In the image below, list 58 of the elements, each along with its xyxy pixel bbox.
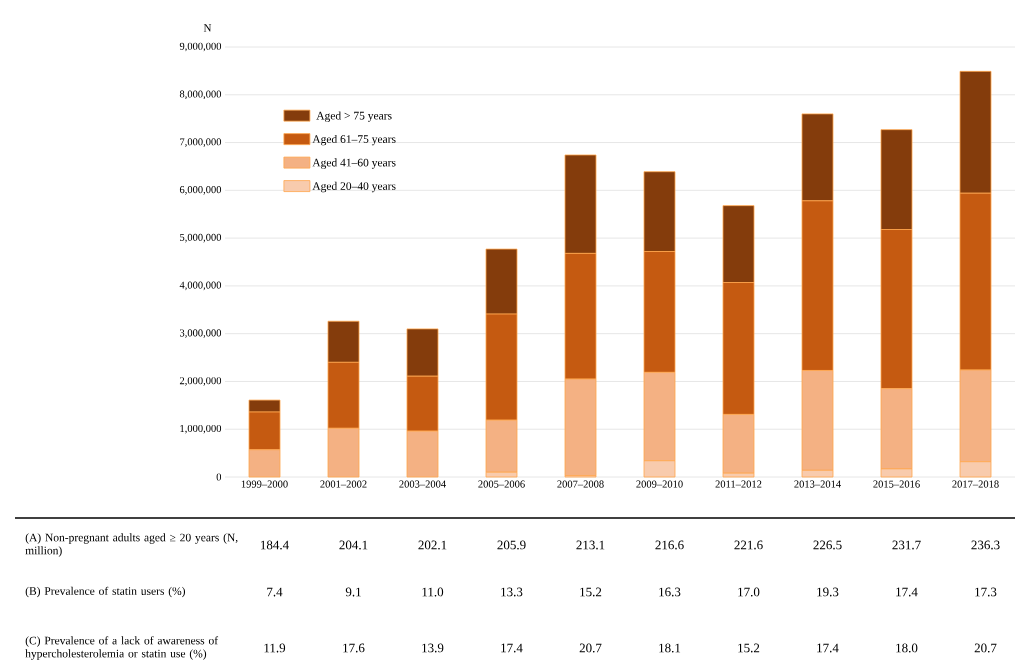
text: 9.1 [345,587,361,597]
text: 17.4 [896,587,918,597]
y-tick-label: 3,000,000 [179,329,222,338]
y-tick-label: 5,000,000 [180,233,222,243]
legend-label: Aged 41–60 years [312,158,396,169]
x-tick-label: 2007–2008 [557,480,604,488]
text: 15.2 [580,587,602,597]
text: 17.3 [975,587,997,597]
y-tick-label: 0 [216,473,222,481]
text: (A) Non-pregnant adults aged ≥ 20 years (N, million) [25,533,238,557]
y-tick-label: 9,000,000 [179,42,222,52]
text: 18.1 [659,643,681,653]
y-tick-label: 6,000,000 [179,186,222,195]
text: 18.0 [896,643,918,653]
text: 11.0 [422,587,444,597]
x-tick-label: 2001–2002 [320,480,367,488]
text: 231.7 [892,540,921,550]
text: 15.2 [738,643,760,653]
x-tick-label: 2013–2014 [794,480,841,488]
text: 184.4 [261,540,289,550]
text: 213.1 [576,540,605,550]
x-tick-label: 2017–2018 [952,480,999,488]
x-tick-label: 2015–2016 [873,480,920,488]
text: 7.4 [267,587,283,597]
text: 13.9 [422,643,444,653]
text: 20.7 [579,643,602,653]
text: 202.1 [418,540,447,550]
y-axis-title: N [203,24,212,32]
x-tick-label: 2005–2006 [478,480,525,488]
text: 17.4 [501,643,523,653]
text: 11.9 [264,643,286,653]
y-tick-label: 2,000,000 [179,377,222,386]
text: 226.5 [813,540,842,550]
text: 19.3 [817,587,839,597]
legend-label: Aged 61–75 years [312,134,396,146]
legend-label: Aged > 75 years [316,111,392,122]
text: 221.6 [734,540,763,550]
text: 17.4 [817,643,839,653]
x-tick-label: 2009–2010 [636,480,683,488]
text: 20.7 [974,643,997,653]
text: 16.3 [659,587,681,597]
text: 204.1 [339,540,368,550]
text: 205.9 [497,540,526,550]
x-tick-label: 1999–2000 [241,480,288,488]
text: 17.6 [343,643,365,653]
text: 13.3 [501,587,523,597]
text: (B) Prevalence of statin users (%) [25,586,186,598]
text: 236.3 [971,540,1000,550]
x-tick-label: 2003–2004 [399,480,446,488]
text: 17.0 [738,587,760,597]
text: (C) Prevalence of a lack of awareness of hypercholesterolemia or statin use (%) [25,636,219,660]
x-tick-label: 2011–2012 [715,480,762,488]
legend-label: Aged 20–40 years [312,181,396,193]
y-tick-label: 1,000,000 [180,424,222,434]
y-tick-label: 7,000,000 [180,138,222,147]
text: 216.6 [655,540,684,550]
y-tick-label: 4,000,000 [179,281,222,291]
y-tick-label: 8,000,000 [179,90,222,100]
